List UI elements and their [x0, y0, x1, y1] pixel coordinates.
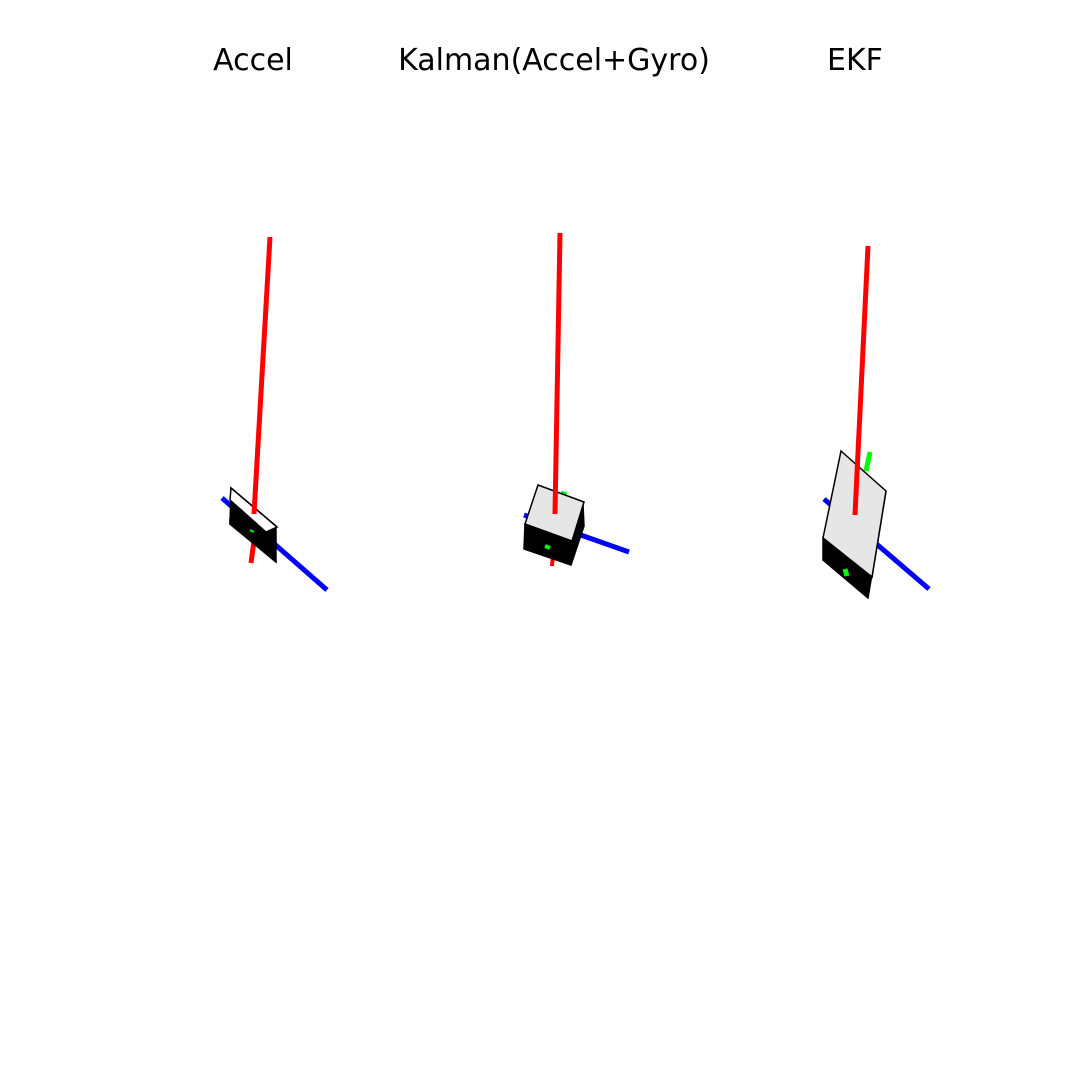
- panel-title-accel: Accel: [213, 43, 293, 78]
- y-axis-marker: [842, 568, 850, 577]
- x-axis-line: [552, 232, 563, 515]
- panel-title-ekf: EKF: [827, 43, 883, 78]
- x-axis-line: [251, 236, 273, 515]
- y-axis-line: [249, 529, 255, 533]
- y-axis-line: [560, 490, 568, 496]
- panel-accel: Accel: [213, 43, 329, 592]
- panel-ekf: EKF: [822, 43, 931, 600]
- y-axis-line: [863, 451, 873, 472]
- y-axis-marker: [544, 544, 551, 550]
- panel-title-kalman: Kalman(Accel+Gyro): [398, 43, 710, 78]
- panel-kalman: Kalman(Accel+Gyro): [398, 43, 710, 567]
- x-axis-line: [852, 245, 871, 516]
